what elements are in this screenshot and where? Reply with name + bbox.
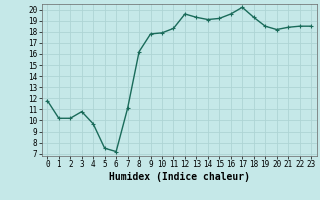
X-axis label: Humidex (Indice chaleur): Humidex (Indice chaleur) (109, 172, 250, 182)
